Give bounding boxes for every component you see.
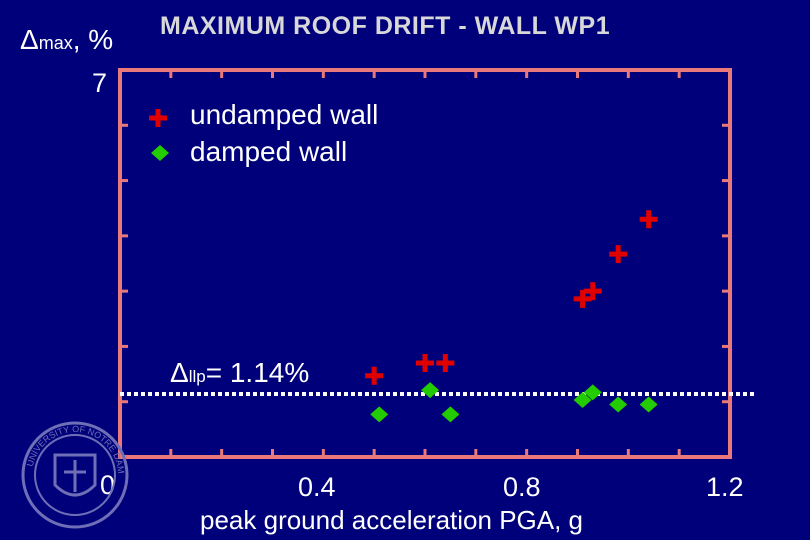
undamped-point bbox=[583, 282, 602, 301]
undamped-point bbox=[609, 245, 628, 264]
legend-markers bbox=[149, 109, 169, 161]
plus-marker bbox=[149, 109, 167, 127]
axis-ticks bbox=[120, 70, 730, 457]
plus-bar-v bbox=[580, 289, 586, 308]
damped-point bbox=[441, 406, 460, 423]
annotation-value: = 1.14% bbox=[205, 357, 310, 388]
undamped-point bbox=[365, 366, 384, 385]
university-seal-icon: UNIVERSITY OF NOTRE DAME bbox=[20, 420, 129, 529]
damped-point bbox=[421, 382, 440, 399]
annotation-subscript: llp bbox=[188, 367, 206, 386]
y-tick-label: 7 bbox=[92, 68, 108, 98]
reference-annotation: Δllp= 1.14% bbox=[170, 357, 309, 389]
plus-bar-v bbox=[155, 109, 161, 127]
undamped-point bbox=[416, 354, 434, 373]
y-axis-symbol: Δ bbox=[20, 24, 39, 55]
plus-bar-v bbox=[646, 210, 652, 229]
damped-point bbox=[639, 396, 658, 413]
legend-label-damped: damped wall bbox=[190, 136, 348, 167]
data-points bbox=[365, 210, 658, 423]
plot-frame bbox=[118, 68, 732, 459]
x-tick-label: 1.2 bbox=[706, 472, 744, 502]
x-tick-label: 0.8 bbox=[503, 472, 541, 502]
x-axis-label: peak ground acceleration PGA, g bbox=[200, 505, 584, 535]
plus-bar-v bbox=[615, 245, 621, 264]
annotation-symbol: Δ bbox=[170, 357, 189, 388]
plus-bar-v bbox=[442, 354, 448, 373]
y-axis-subscript: max bbox=[38, 33, 73, 53]
plus-bar-v bbox=[422, 354, 428, 373]
undamped-point bbox=[573, 289, 592, 308]
undamped-point bbox=[436, 354, 455, 373]
plus-bar-v bbox=[371, 366, 377, 385]
chart-title: MAXIMUM ROOF DRIFT - WALL WP1 bbox=[160, 12, 611, 40]
diamond-marker bbox=[151, 145, 169, 161]
damped-point bbox=[573, 392, 592, 409]
x-tick-label: 0.4 bbox=[298, 472, 336, 502]
undamped-point bbox=[639, 210, 658, 229]
damped-point bbox=[583, 384, 602, 401]
legend-label-undamped: undamped wall bbox=[190, 99, 379, 130]
damped-point bbox=[609, 396, 628, 413]
plus-bar-v bbox=[590, 282, 596, 301]
y-axis-unit: , % bbox=[72, 24, 114, 55]
damped-point bbox=[370, 406, 389, 423]
y-axis-label: Δmax, % bbox=[20, 24, 113, 56]
